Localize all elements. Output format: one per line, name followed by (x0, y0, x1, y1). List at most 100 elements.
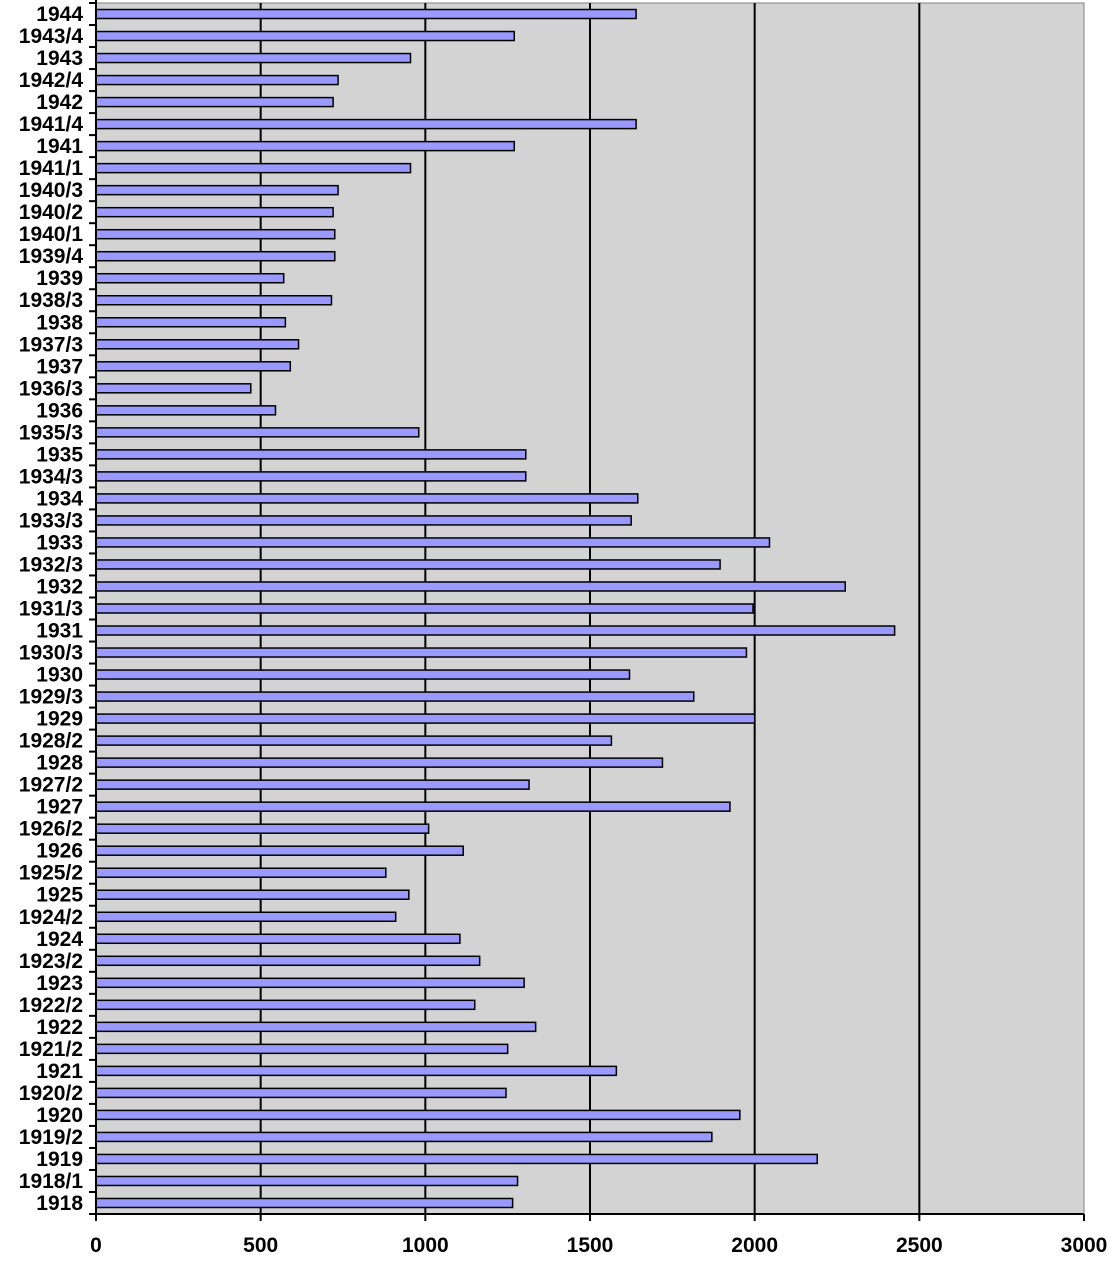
bar-1928 (95, 757, 664, 768)
bar-1941/4 (95, 118, 637, 130)
value-tick-labels: 0 500 1000 1500 2000 2500 3000 (90, 1234, 1107, 1257)
category-label: 1939/4 (19, 245, 84, 268)
category-label: 1934/3 (19, 465, 83, 488)
category-label: 1918/1 (19, 1170, 84, 1193)
bar-1918 (95, 1197, 514, 1209)
x-tick-label: 1500 (567, 1234, 614, 1257)
category-label: 1932 (36, 575, 83, 598)
category-label: 1930 (36, 664, 83, 687)
bar-1930/3 (95, 647, 748, 658)
bar-1923/2 (95, 955, 481, 967)
category-label: 1940/1 (19, 223, 84, 246)
bar-1928/2 (95, 735, 613, 746)
bar-1940/1 (95, 228, 336, 240)
category-label: 1922 (36, 1016, 83, 1039)
category-label: 1938 (36, 311, 83, 334)
bar-1923 (95, 977, 525, 989)
category-label: 1920 (36, 1104, 83, 1127)
category-label: 1923/2 (19, 950, 83, 973)
category-label: 1922/2 (19, 994, 83, 1017)
bar-1921 (95, 1065, 618, 1077)
bar-1941/1 (95, 162, 412, 174)
category-label: 1933/3 (19, 509, 83, 532)
category-label: 1923 (36, 972, 83, 995)
bar-1936 (95, 405, 277, 416)
category-label: 1926/2 (19, 818, 83, 841)
x-tick-label: 3000 (1061, 1234, 1108, 1257)
bar-1941 (95, 140, 516, 152)
bar-1924 (95, 933, 461, 945)
category-label: 1929 (36, 708, 83, 731)
category-label: 1919/2 (19, 1126, 83, 1149)
bar-1934/3 (95, 471, 527, 482)
x-tick-label: 1000 (402, 1234, 449, 1257)
bar-1940/3 (95, 184, 339, 196)
category-label: 1936 (36, 399, 83, 422)
category-label: 1937 (36, 355, 83, 378)
category-label: 1943 (36, 47, 83, 70)
bar-1943/4 (95, 30, 516, 42)
category-label: 1942 (36, 91, 83, 114)
category-label: 1944 (36, 3, 83, 26)
category-label: 1940/3 (19, 179, 83, 202)
category-label: 1930/3 (19, 642, 83, 665)
bar-1935/3 (95, 427, 420, 438)
category-label: 1938/3 (19, 289, 83, 312)
bar-1936/3 (95, 383, 252, 394)
bar-1940/2 (95, 206, 334, 218)
bar-1918/1 (95, 1175, 519, 1187)
category-label: 1929/3 (19, 686, 83, 709)
bar-1939/4 (95, 250, 336, 262)
bar-1927/2 (95, 779, 530, 790)
bar-1929 (95, 713, 756, 724)
x-tick-label: 500 (243, 1234, 278, 1257)
category-label: 1919 (36, 1148, 83, 1171)
category-label: 1941 (36, 135, 83, 158)
category-label: 1924/2 (19, 906, 83, 929)
bar-1937/3 (95, 339, 300, 350)
bar-1927 (95, 801, 731, 812)
bar-1933 (95, 537, 771, 548)
bar-1930 (95, 669, 631, 680)
bar-1939 (95, 272, 285, 284)
bar-1929/3 (95, 691, 695, 702)
category-label: 1931 (36, 620, 83, 643)
bar-1920/2 (95, 1087, 507, 1099)
bar-1922 (95, 1021, 537, 1033)
category-label: 1927/2 (19, 774, 83, 797)
bar-1921/2 (95, 1043, 509, 1055)
category-label: 1925/2 (19, 862, 83, 885)
bars (95, 8, 896, 1209)
bar-1919 (95, 1153, 818, 1165)
category-label: 1937/3 (19, 333, 83, 356)
category-label: 1927 (36, 796, 83, 819)
category-label: 1921/2 (19, 1038, 83, 1061)
category-label: 1926 (36, 840, 83, 863)
category-label: 1921 (36, 1060, 83, 1083)
axes (89, 0, 1085, 1221)
bar-1919/2 (95, 1131, 713, 1143)
bar-1944 (95, 8, 637, 20)
bar-1938 (95, 317, 287, 328)
category-label: 1924 (36, 928, 83, 951)
bar-1920 (95, 1109, 741, 1121)
category-label: 1928/2 (19, 730, 83, 753)
category-label: 1941/1 (19, 157, 84, 180)
bar-1926 (95, 845, 464, 856)
category-label: 1939 (36, 267, 83, 290)
bar-1926/2 (95, 823, 430, 834)
category-label: 1935 (36, 443, 83, 466)
bar-1937 (95, 361, 292, 372)
bar-1933/3 (95, 515, 632, 526)
bar-1924/2 (95, 911, 397, 923)
bar-1931 (95, 625, 896, 636)
bar-1922/2 (95, 999, 476, 1011)
bar-1925/2 (95, 867, 387, 878)
category-label: 1936/3 (19, 377, 83, 400)
category-label: 1932/3 (19, 553, 83, 576)
category-label: 1935/3 (19, 421, 83, 444)
x-tick-label: 2000 (731, 1234, 778, 1257)
bar-1942/4 (95, 74, 339, 86)
bar-1932 (95, 581, 846, 592)
